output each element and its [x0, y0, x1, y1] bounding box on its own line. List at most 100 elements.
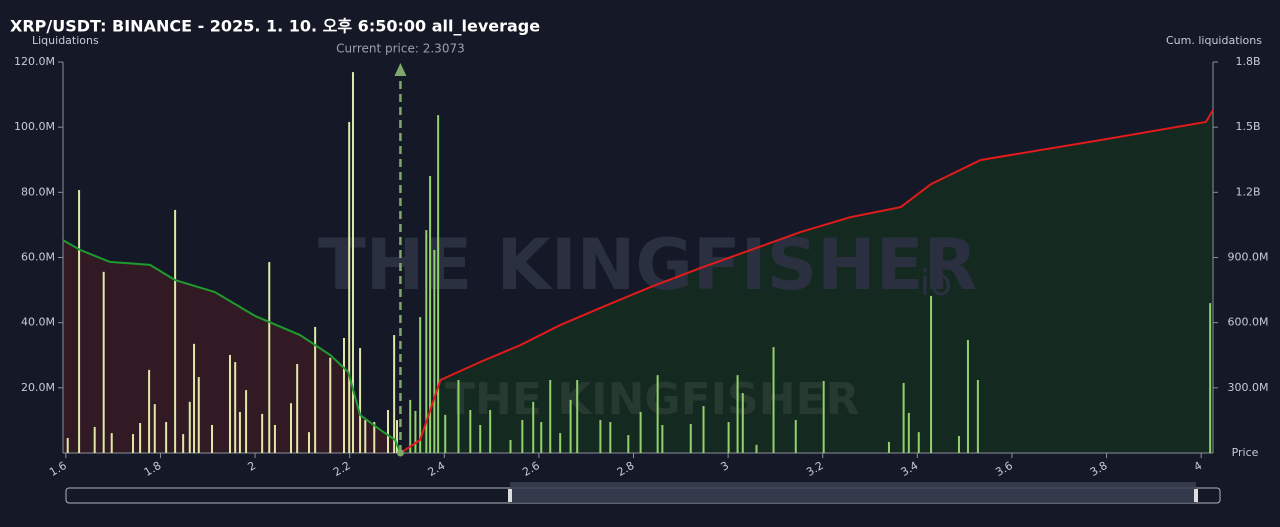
bar [261, 413, 264, 453]
x-tick-label: 3.2 [804, 459, 826, 479]
bar [132, 434, 135, 453]
bar [727, 422, 730, 453]
bar [429, 176, 432, 453]
bar [433, 250, 436, 453]
bar [576, 380, 579, 453]
bar [966, 339, 969, 453]
bar [359, 348, 362, 453]
bar [102, 271, 105, 453]
bar [148, 369, 151, 453]
bar [479, 424, 482, 453]
bar [425, 230, 428, 453]
bar [188, 401, 191, 453]
bar [153, 404, 156, 453]
bar [822, 380, 825, 453]
x-tick-label: 2.4 [426, 459, 448, 479]
watermark-suffix: io [920, 263, 952, 304]
bar [110, 433, 113, 453]
bar [509, 439, 512, 453]
y-tick-label: 120.0M [14, 55, 55, 68]
y2-axis-label: Cum. liquidations [1166, 34, 1262, 47]
bar [689, 424, 692, 453]
cum-line [399, 109, 1214, 454]
watermark: THE KINGFISHER [318, 224, 977, 306]
bar [627, 435, 630, 453]
bar [197, 377, 200, 453]
bar [395, 420, 398, 453]
x-tick-label: 3.6 [993, 459, 1015, 479]
bar [661, 424, 664, 453]
y-axis-label: Liquidations [32, 34, 99, 47]
bar [639, 411, 642, 453]
bar [414, 410, 417, 453]
x-tick-label: 2 [245, 459, 258, 474]
bar [314, 326, 317, 453]
current-price-arrow [394, 63, 407, 76]
bar [296, 364, 299, 453]
bar [907, 412, 910, 453]
bar [329, 357, 332, 453]
x-tick-label: 4 [1192, 459, 1205, 474]
bar [532, 401, 535, 453]
cum-area [400, 110, 1213, 454]
bar [393, 335, 396, 453]
bar [182, 434, 185, 453]
bar [93, 426, 96, 453]
watermark: THE KINGFISHER [445, 374, 860, 425]
x-tick-label: 3 [719, 459, 732, 474]
y-tick-label: 20.0M [21, 381, 55, 394]
range-slider[interactable] [65, 482, 1221, 504]
x-tick-label: 2.8 [615, 459, 637, 479]
bar [1209, 303, 1212, 453]
x-axis-label: Price [1232, 446, 1259, 459]
current-price-annotation: Current price: 2.3073 [336, 42, 465, 56]
bar [290, 403, 293, 453]
bar [351, 72, 354, 453]
bar [930, 295, 933, 453]
bar [902, 382, 905, 453]
bar [373, 422, 376, 453]
slider-handle[interactable] [1194, 489, 1198, 502]
bar [193, 343, 196, 453]
bar [457, 380, 460, 453]
bar [78, 190, 81, 454]
cum-line [62, 239, 402, 454]
bar [228, 354, 231, 453]
x-tick-label: 1.6 [47, 459, 69, 479]
bar [540, 422, 543, 453]
bar [741, 393, 744, 453]
bar [409, 399, 412, 453]
y2-tick-label: 1.2B [1235, 185, 1260, 198]
bar [364, 420, 367, 453]
y2-tick-label: 900.0M [1228, 251, 1269, 264]
y-tick-label: 100.0M [14, 120, 55, 133]
bar [609, 422, 612, 453]
bar [469, 409, 472, 453]
bar [307, 432, 310, 453]
bar [736, 375, 739, 453]
bar [656, 375, 659, 453]
bar [549, 380, 552, 453]
current-price-dot [396, 449, 404, 457]
bar [211, 424, 214, 453]
x-tick-label: 3.4 [899, 459, 921, 479]
y2-tick-label: 1.8B [1235, 55, 1260, 68]
bar [521, 420, 524, 453]
bar [234, 362, 237, 453]
bar [755, 444, 758, 453]
bar [444, 414, 447, 453]
chart-title: XRP/USDT: BINANCE - 2025. 1. 10. 오후 6:50… [10, 17, 540, 36]
x-tick-label: 1.8 [142, 459, 164, 479]
bar [342, 337, 345, 453]
bar [917, 432, 920, 453]
x-tick-label: 2.6 [520, 459, 542, 479]
slider-handle[interactable] [508, 489, 512, 502]
slider-window[interactable] [510, 482, 1196, 503]
bar [165, 422, 168, 453]
bar [957, 436, 960, 453]
bar [559, 433, 562, 453]
bar [348, 121, 351, 453]
bar [772, 347, 775, 453]
bar [139, 423, 142, 453]
